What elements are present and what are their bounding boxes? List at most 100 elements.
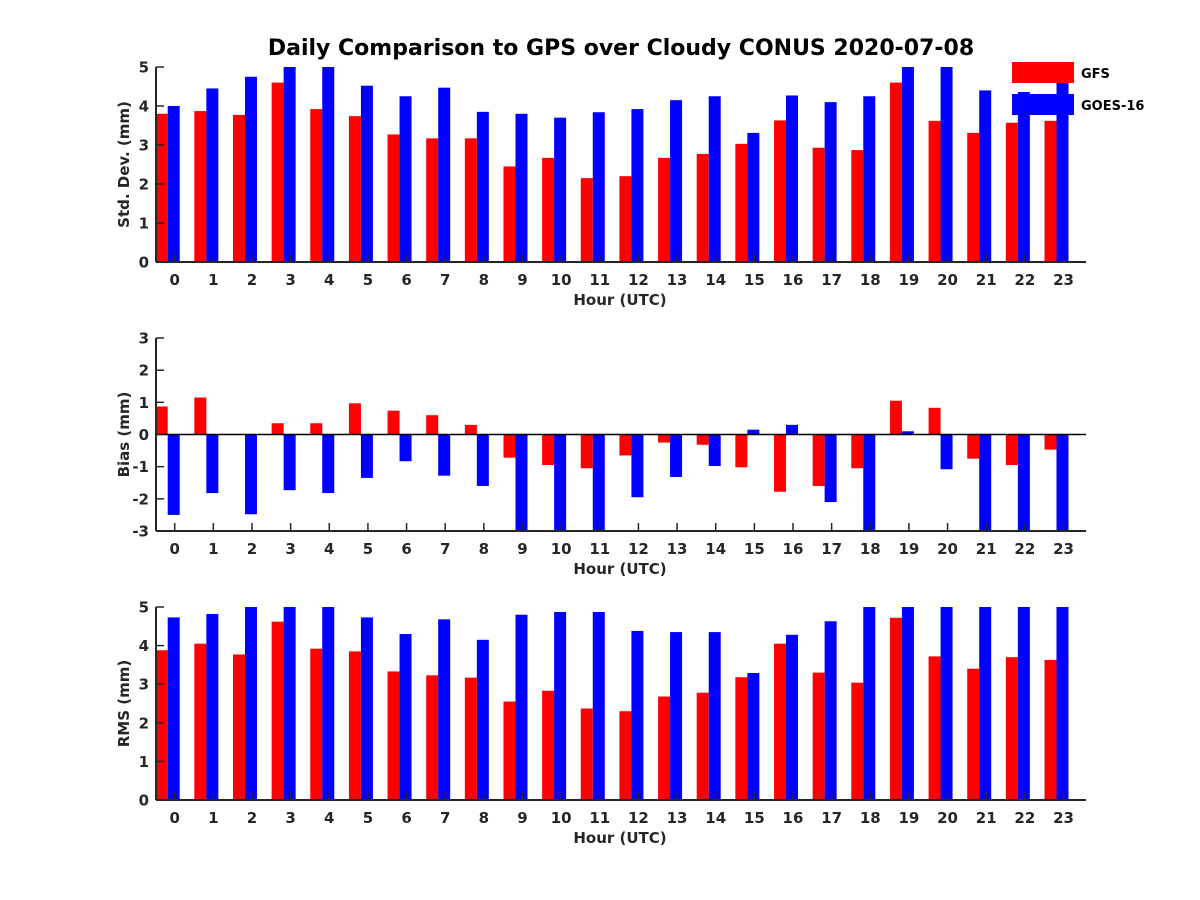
x-axis-label: Hour (UTC)	[573, 829, 666, 847]
x-tick-label: 16	[783, 271, 804, 289]
bar-goes-16-hour-13	[670, 434, 683, 477]
bar-gfs-hour-3	[271, 82, 284, 262]
bar-goes-16-hour-0	[167, 617, 180, 800]
bar-goes-16-hour-12	[631, 434, 644, 498]
x-tick-label: 22	[1014, 540, 1035, 558]
x-tick-label: 21	[976, 809, 997, 827]
bar-goes-16-hour-6	[399, 96, 412, 262]
y-tick-label: 5	[139, 599, 149, 617]
bar-goes-16-hour-10	[554, 434, 567, 531]
x-tick-label: 10	[551, 271, 572, 289]
bar-goes-16-hour-9	[515, 614, 528, 800]
x-tick-label: 1	[208, 809, 218, 827]
x-tick-label: 17	[821, 271, 842, 289]
bar-gfs-hour-5	[348, 403, 361, 435]
bar-gfs-hour-22	[1005, 434, 1018, 466]
bar-gfs-hour-18	[851, 434, 864, 469]
bar-goes-16-hour-17	[824, 102, 837, 262]
x-tick-label: 15	[744, 271, 765, 289]
x-tick-label: 12	[628, 809, 649, 827]
x-tick-label: 18	[860, 540, 881, 558]
bar-gfs-hour-15	[735, 677, 748, 800]
bar-gfs-hour-19	[889, 82, 902, 262]
bar-goes-16-hour-16	[786, 634, 798, 800]
bar-goes-16-hour-22	[1017, 607, 1030, 800]
bar-gfs-hour-22	[1005, 122, 1018, 263]
x-tick-label: 15	[744, 540, 765, 558]
x-tick-label: 21	[976, 540, 997, 558]
bar-gfs-hour-12	[619, 176, 632, 262]
y-tick-label: -2	[132, 490, 149, 508]
y-tick-label: 3	[139, 330, 149, 348]
y-tick-label: 4	[139, 98, 149, 116]
bar-goes-16-hour-2	[244, 607, 257, 800]
bar-gfs-hour-11	[580, 178, 593, 262]
bar-gfs-hour-12	[619, 434, 632, 456]
bar-gfs-hour-16	[774, 434, 786, 492]
bar-gfs-hour-3	[271, 621, 284, 800]
bar-gfs-hour-14	[696, 153, 709, 262]
y-tick-label: 1	[139, 394, 149, 412]
legend-swatch-goes-16	[1012, 94, 1074, 115]
bar-goes-16-hour-22	[1017, 434, 1030, 531]
bar-gfs-hour-14	[696, 692, 709, 800]
x-tick-label: 0	[169, 540, 179, 558]
bar-goes-16-hour-20	[940, 434, 953, 470]
bar-goes-16-hour-1	[206, 434, 219, 494]
bar-goes-16-hour-17	[824, 434, 837, 503]
y-tick-label: 1	[139, 215, 149, 233]
bar-gfs-hour-7	[426, 138, 439, 262]
x-tick-label: 5	[363, 540, 373, 558]
x-tick-label: 10	[551, 809, 572, 827]
bar-goes-16-hour-13	[670, 100, 683, 263]
bar-goes-16-hour-2	[244, 434, 257, 515]
x-tick-label: 13	[667, 809, 688, 827]
bar-gfs-hour-1	[194, 111, 207, 262]
series-gfs	[155, 617, 1057, 800]
bar-goes-16-hour-14	[708, 96, 721, 262]
x-tick-label: 8	[479, 540, 489, 558]
bar-gfs-hour-10	[542, 434, 555, 466]
bar-gfs-hour-14	[696, 434, 709, 445]
bar-gfs-hour-18	[851, 682, 864, 800]
x-tick-label: 18	[860, 271, 881, 289]
bar-goes-16-hour-7	[438, 434, 451, 476]
bar-goes-16-hour-6	[399, 634, 412, 800]
bar-gfs-hour-4	[310, 648, 323, 800]
y-tick-label: 3	[139, 676, 149, 694]
bar-goes-16-hour-12	[631, 630, 644, 800]
bar-gfs-hour-10	[542, 690, 555, 800]
bar-goes-16-hour-15	[747, 673, 760, 800]
bar-goes-16-hour-16	[786, 424, 798, 435]
bar-gfs-hour-10	[542, 157, 555, 262]
bar-gfs-hour-3	[271, 423, 284, 435]
bar-gfs-hour-15	[735, 434, 748, 468]
bar-goes-16-hour-4	[322, 607, 335, 800]
bar-goes-16-hour-18	[863, 96, 876, 262]
series-goes-16	[167, 424, 1069, 531]
bar-gfs-hour-17	[812, 147, 825, 262]
bar-goes-16-hour-11	[592, 612, 605, 800]
x-tick-label: 17	[821, 809, 842, 827]
x-tick-label: 9	[517, 540, 527, 558]
y-tick-label: -3	[132, 523, 149, 541]
x-tick-label: 20	[937, 540, 958, 558]
bar-gfs-hour-4	[310, 109, 323, 263]
x-axis-label: Hour (UTC)	[573, 291, 666, 309]
x-tick-label: 14	[705, 271, 726, 289]
x-tick-label: 9	[517, 271, 527, 289]
y-tick-label: 1	[139, 753, 149, 771]
bar-goes-16-hour-21	[979, 90, 992, 263]
series-goes-16	[167, 67, 1069, 263]
bar-goes-16-hour-4	[322, 67, 335, 262]
bar-gfs-hour-21	[967, 434, 980, 459]
bar-gfs-hour-20	[928, 120, 941, 262]
x-tick-label: 15	[744, 809, 765, 827]
x-tick-label: 0	[169, 271, 179, 289]
bar-goes-16-hour-10	[554, 612, 567, 800]
bar-goes-16-hour-9	[515, 113, 528, 262]
x-tick-label: 17	[821, 540, 842, 558]
y-axis-label: Bias (mm)	[115, 392, 133, 478]
